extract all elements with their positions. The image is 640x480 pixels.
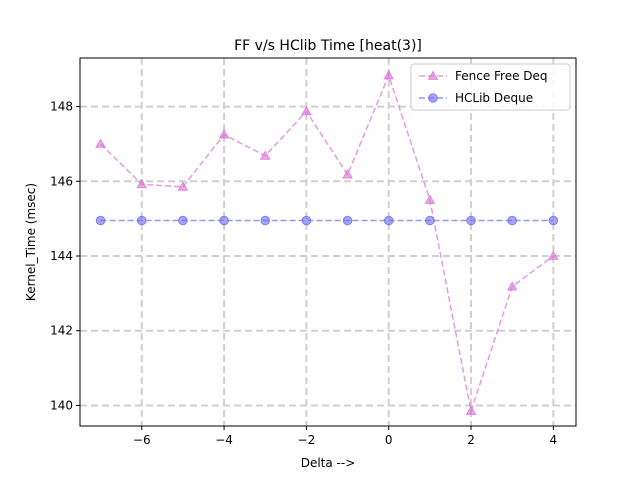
chart-title: FF v/s HClib Time [heat(3)] [234, 38, 422, 54]
x-axis-ticks: −6 −4 −2 0 2 4 [133, 426, 557, 447]
series-0 [95, 70, 559, 415]
data-point [95, 215, 106, 226]
data-point [548, 215, 559, 226]
data-point [259, 150, 271, 160]
x-tick-label: −6 [133, 433, 151, 447]
series-1 [95, 215, 559, 226]
data-point [260, 215, 271, 226]
data-point [219, 215, 229, 226]
data-point [383, 70, 395, 80]
series-line [100, 73, 554, 415]
legend-box [410, 63, 571, 111]
data-point [466, 215, 476, 226]
grid [80, 58, 576, 426]
y-tick-label: 140 [50, 398, 73, 412]
y-tick-label: 148 [50, 100, 73, 114]
data-point [383, 215, 394, 226]
legend-label: HCLib Deque [455, 91, 533, 105]
series-layer [95, 70, 559, 415]
legend: Fence Free Deq HCLib Deque [410, 63, 571, 111]
data-point [136, 215, 147, 226]
data-point [218, 129, 230, 139]
data-point [136, 178, 148, 189]
legend-marker [428, 93, 438, 103]
y-tick-label: 144 [50, 249, 73, 263]
x-tick-label: 0 [385, 433, 393, 447]
y-axis-ticks: 140 142 144 146 148 [50, 100, 80, 412]
data-point [506, 281, 518, 291]
legend-entry: Fence Free Deq [419, 69, 548, 83]
plot-frame [79, 57, 577, 427]
data-point [301, 215, 312, 226]
data-point [425, 215, 435, 226]
y-axis-label: Kernel_Time (msec) [24, 183, 38, 301]
legend-entry: HCLib Deque [419, 91, 533, 105]
x-tick-label: 2 [467, 433, 475, 447]
data-point [507, 215, 517, 226]
data-point [177, 181, 189, 191]
data-point [342, 215, 353, 226]
legend-label: Fence Free Deq [455, 69, 548, 83]
data-point [95, 138, 106, 148]
data-point [547, 250, 559, 260]
x-tick-label: −2 [298, 433, 316, 447]
x-tick-label: −4 [215, 433, 233, 447]
data-point [424, 194, 436, 204]
x-tick-label: 4 [550, 433, 558, 447]
legend-marker [427, 70, 439, 80]
y-tick-label: 142 [50, 324, 73, 338]
y-tick-label: 146 [50, 174, 73, 188]
data-point [178, 215, 188, 226]
data-point [342, 169, 353, 179]
data-point [465, 405, 477, 415]
data-point [301, 105, 312, 116]
x-axis-label: Delta --> [301, 456, 356, 470]
